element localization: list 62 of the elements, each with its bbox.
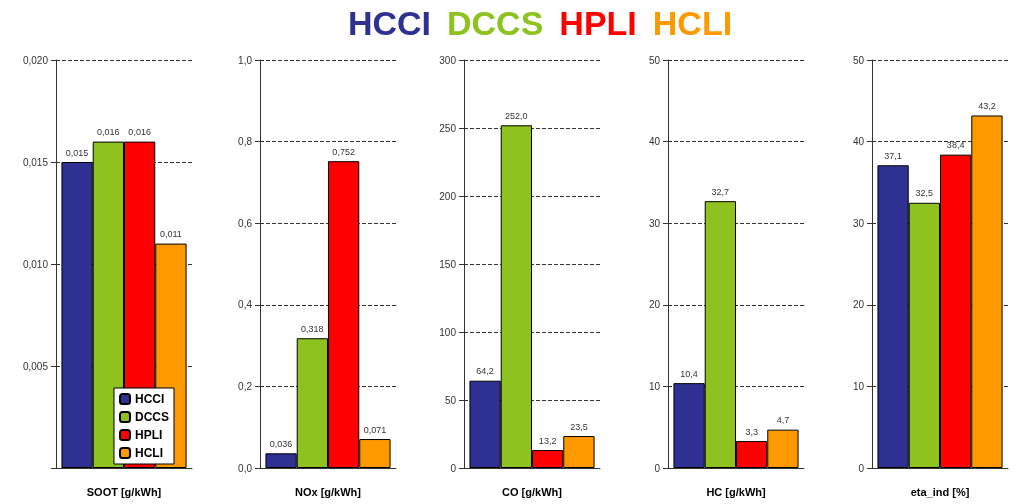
y-tick-label: 40 bbox=[852, 136, 865, 148]
y-tick-label: 40 bbox=[648, 136, 661, 148]
data-label: 32,7 bbox=[711, 186, 730, 197]
text: HCCI bbox=[347, 4, 431, 42]
text: DCCS bbox=[446, 4, 544, 42]
y-tick-label: 50 bbox=[444, 394, 457, 406]
y-tick-label: 150 bbox=[439, 258, 457, 270]
x-axis-title: CO [g/kWh] bbox=[502, 485, 563, 498]
y-tick-label: 100 bbox=[439, 326, 457, 338]
y-tick-label: 300 bbox=[439, 54, 457, 66]
y-tick-label: 10 bbox=[852, 380, 865, 392]
data-label: 23,5 bbox=[570, 421, 588, 432]
data-label: 38,4 bbox=[946, 140, 965, 151]
y-tick-label: 0,8 bbox=[238, 136, 253, 148]
y-tick-label: 20 bbox=[852, 299, 865, 311]
x-axis-title: eta_ind [%] bbox=[910, 485, 970, 498]
data-label: 64,2 bbox=[476, 366, 494, 377]
data-label: 32,5 bbox=[915, 188, 934, 199]
data-label: 13,2 bbox=[538, 435, 557, 446]
y-tick-label: 250 bbox=[439, 122, 457, 134]
data-label: 3,3 bbox=[745, 426, 758, 437]
data-label: 0,071 bbox=[363, 424, 387, 435]
y-tick-label: 0,0 bbox=[238, 462, 253, 474]
y-tick-label: 30 bbox=[852, 217, 865, 229]
y-tick-label: 0,010 bbox=[22, 258, 49, 270]
data-label: 43,2 bbox=[978, 100, 996, 111]
x-axis-title: NOx [g/kWh] bbox=[295, 485, 362, 498]
data-label: 10,4 bbox=[680, 368, 698, 379]
x-axis-title: SOOT [g/kWh] bbox=[86, 485, 162, 498]
legend-label: HCCI bbox=[135, 392, 165, 406]
y-tick-label: 0,020 bbox=[22, 54, 49, 66]
y-tick-label: 50 bbox=[852, 54, 865, 66]
y-tick-label: 0 bbox=[858, 462, 865, 474]
y-tick-label: 0,6 bbox=[238, 217, 253, 229]
data-label: 252,0 bbox=[505, 110, 528, 121]
y-tick-label: 0,2 bbox=[238, 380, 253, 392]
y-tick-label: 0 bbox=[450, 462, 457, 474]
y-tick-label: 20 bbox=[648, 299, 661, 311]
data-label: 0,016 bbox=[128, 127, 151, 138]
text: HCLI bbox=[652, 4, 733, 42]
data-label: 0,015 bbox=[65, 147, 89, 158]
data-label: 0,011 bbox=[159, 229, 182, 240]
y-tick-label: 0,005 bbox=[22, 360, 49, 372]
legend-label: HPLI bbox=[135, 428, 163, 442]
y-tick-label: 30 bbox=[648, 217, 661, 229]
legend-label: DCCS bbox=[135, 410, 170, 424]
y-tick-label: 0,015 bbox=[22, 156, 49, 168]
y-tick-label: 200 bbox=[439, 190, 457, 202]
text: HPLI bbox=[559, 4, 637, 42]
data-label: 0,036 bbox=[269, 438, 293, 449]
y-tick-label: 0 bbox=[654, 462, 661, 474]
data-label: 37,1 bbox=[884, 150, 902, 161]
legend-label: HCLI bbox=[135, 446, 163, 460]
data-label: 4,7 bbox=[776, 415, 790, 426]
y-tick-label: 50 bbox=[648, 54, 661, 66]
data-label: 0,016 bbox=[97, 127, 120, 138]
y-tick-label: 1,0 bbox=[238, 54, 253, 66]
data-label: 0,752 bbox=[332, 146, 355, 157]
y-tick-label: 0,4 bbox=[238, 299, 253, 311]
x-axis-title: HC [g/kWh] bbox=[706, 485, 766, 498]
data-label: 0,318 bbox=[301, 323, 324, 334]
y-tick-label: 10 bbox=[648, 380, 661, 392]
